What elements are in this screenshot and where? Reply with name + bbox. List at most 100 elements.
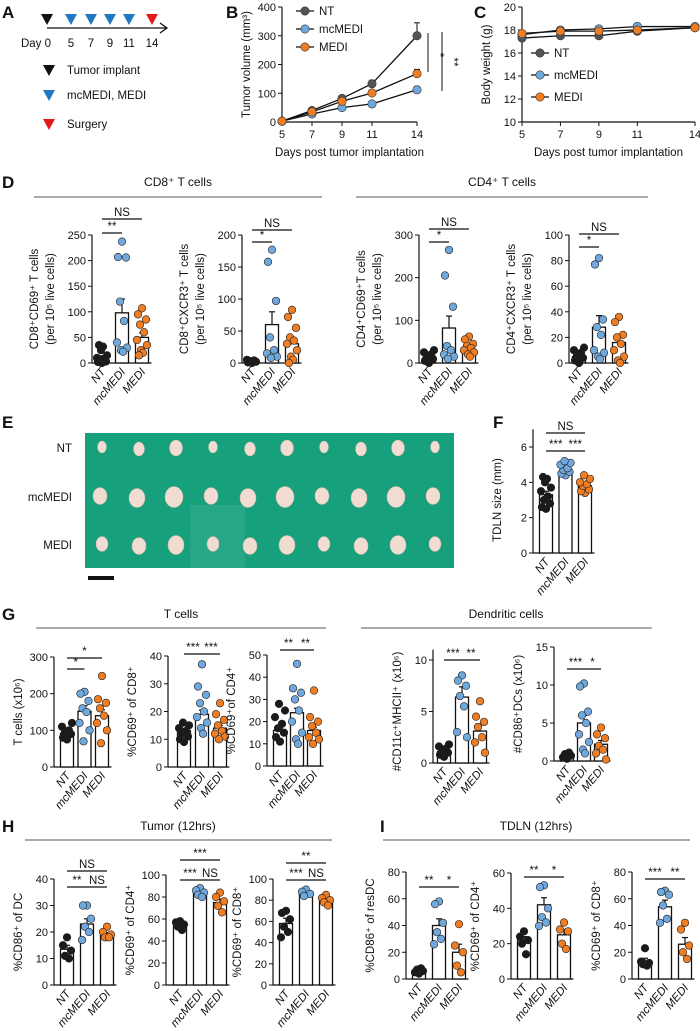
data-point	[564, 748, 574, 757]
data-point	[266, 353, 276, 362]
data-point	[92, 353, 102, 362]
data-point	[82, 707, 91, 717]
data-point	[575, 682, 585, 691]
y-tick-label: 100	[258, 88, 276, 100]
data-point	[448, 302, 458, 311]
data-point	[299, 891, 309, 901]
data-point	[610, 317, 620, 327]
y-tick-label: 100	[249, 874, 267, 886]
data-point	[465, 352, 475, 361]
group-mcmedi	[574, 679, 594, 762]
data-point	[84, 927, 94, 937]
data-point	[112, 338, 122, 347]
data-point	[470, 738, 480, 747]
group-nt	[419, 346, 439, 368]
significance-label: NS	[441, 217, 457, 229]
legend-triangle-icon	[43, 65, 55, 76]
data-point	[213, 721, 223, 730]
series-nt	[277, 22, 422, 126]
y-tick-label: 60	[551, 281, 563, 293]
data-point	[642, 961, 652, 970]
data-point	[690, 23, 700, 33]
panel-label-g: G	[2, 605, 15, 624]
group-medi	[676, 918, 694, 980]
data-point	[640, 944, 650, 953]
data-point	[585, 474, 595, 483]
data-point	[282, 339, 292, 348]
y-tick-label: 40	[614, 921, 626, 933]
data-point	[277, 719, 287, 728]
data-point	[579, 471, 589, 480]
legend-triangle-icon	[43, 119, 55, 130]
lymph-node-photo	[85, 433, 454, 580]
data-point	[678, 948, 688, 957]
group-medi	[210, 699, 230, 768]
significance-label: **	[302, 851, 311, 863]
significance-label: ***	[549, 439, 563, 451]
significance-label: ***	[569, 439, 583, 451]
group-nt	[57, 718, 77, 768]
y-tick-label: 100	[68, 307, 86, 319]
y-tick-label: 100	[395, 315, 413, 327]
data-point	[84, 696, 93, 706]
group-mcmedi	[429, 897, 448, 980]
data-point	[416, 964, 426, 973]
data-point	[543, 904, 553, 913]
data-point	[197, 892, 207, 902]
data-point	[58, 941, 68, 950]
group-medi	[591, 723, 611, 764]
series-medi	[517, 23, 700, 38]
group-label: MEDI	[86, 988, 114, 1018]
significance-label: *	[552, 865, 557, 877]
y-tick-label: 0	[499, 974, 505, 986]
group-label: MEDI	[199, 988, 227, 1018]
data-point	[581, 718, 591, 728]
group-mcmedi	[556, 457, 575, 554]
data-point	[211, 710, 221, 719]
group-label: MEDI	[438, 982, 466, 1012]
legend-label: mcMEDI	[554, 70, 598, 82]
y-tick-label: 10	[36, 954, 48, 966]
data-point	[242, 355, 252, 364]
data-point	[96, 739, 106, 748]
group-nt	[536, 472, 556, 554]
y-tick-label: 0	[154, 980, 160, 992]
data-point	[594, 253, 604, 263]
chart-d4: 0 20 40 60 80 100 CD4⁺CXCR3⁺ T cells (per 10⁵ l…	[506, 222, 629, 408]
data-point	[78, 901, 88, 910]
lymph-node	[355, 441, 367, 457]
significance-label: **	[301, 638, 310, 650]
legend-marker	[300, 24, 310, 34]
group-medi	[98, 922, 116, 986]
data-point	[680, 918, 690, 927]
data-point	[616, 339, 626, 348]
lymph-node	[428, 536, 442, 552]
data-point	[86, 914, 96, 923]
data-point	[589, 346, 599, 355]
data-point	[271, 296, 281, 306]
y-tick-label: 50	[249, 650, 261, 662]
series-mcmedi	[277, 85, 422, 126]
data-point	[115, 297, 125, 306]
data-point	[79, 737, 88, 746]
data-point	[132, 335, 142, 345]
data-point	[197, 660, 207, 669]
y-tick-label: 20	[493, 939, 505, 951]
mean-bar	[298, 893, 314, 986]
data-point	[656, 887, 666, 897]
y-tick-label: 10	[536, 680, 548, 692]
y-tick-label: 0	[80, 358, 86, 370]
lymph-node	[92, 487, 108, 505]
y-axis-label: (per 10⁵ live cells)	[372, 253, 384, 345]
lymph-node	[242, 537, 258, 555]
y-tick-label: 20	[148, 958, 160, 970]
group-label: MEDI	[543, 982, 571, 1012]
data-point	[436, 934, 446, 943]
group-mcmedi	[77, 901, 96, 986]
data-point	[337, 96, 347, 106]
lymph-node	[208, 440, 218, 454]
group-label: MEDI	[121, 366, 149, 396]
data-point	[367, 99, 377, 109]
significance-label: *	[590, 657, 595, 669]
series-medi	[277, 68, 422, 126]
